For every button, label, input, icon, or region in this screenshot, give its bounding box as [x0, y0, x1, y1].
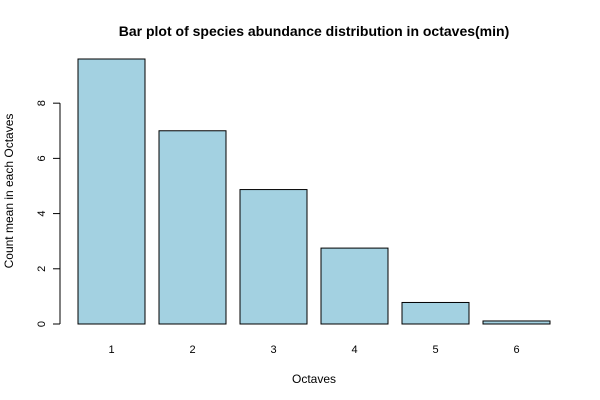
- x-tick-labels: 1 2 3 4 5 6: [108, 344, 519, 356]
- x-tick-label: 1: [108, 344, 114, 356]
- x-tick-label: 5: [432, 344, 438, 356]
- bar-3: [239, 189, 308, 325]
- bar-6: [482, 320, 551, 325]
- chart-title: Bar plot of species abundance distributi…: [119, 23, 510, 39]
- bar-2: [158, 130, 227, 325]
- y-tick-label: 4: [36, 211, 48, 217]
- bars: [77, 58, 551, 325]
- x-tick-label: 6: [513, 344, 519, 356]
- bar-1: [77, 58, 146, 325]
- y-axis-label: Count mean in each Octaves: [2, 114, 16, 269]
- x-axis-label: Octaves: [292, 372, 336, 386]
- x-tick-label: 4: [351, 344, 357, 356]
- y-axis: 0 2 4 6 8: [36, 100, 61, 327]
- y-tick-label: 2: [36, 266, 48, 272]
- y-tick-label: 6: [36, 155, 48, 161]
- bar-5: [401, 301, 470, 325]
- x-tick-label: 3: [270, 344, 276, 356]
- y-tick-label: 0: [36, 321, 48, 327]
- y-tick-label: 8: [36, 100, 48, 106]
- bar-4: [320, 247, 389, 325]
- x-tick-label: 2: [189, 344, 195, 356]
